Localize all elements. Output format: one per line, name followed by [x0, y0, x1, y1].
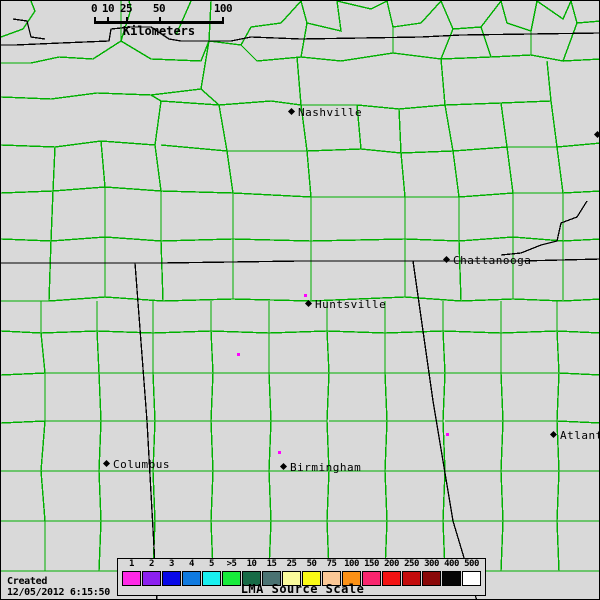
scale-tick-10: 10	[101, 2, 115, 15]
legend-entry-label: 100	[344, 559, 359, 569]
legend-entry-label: 15	[266, 559, 277, 569]
legend-entry-label: 300	[424, 559, 439, 569]
legend-entry[interactable]: 3	[162, 559, 181, 586]
legend-title: LMA Source Scale	[240, 582, 365, 596]
lma-source-scale-legend[interactable]: 1 2 3 4 5 >5 10 15 25 50 75 100 150 200 250 300 400 500 L…	[117, 558, 486, 596]
city-label: Nashville	[298, 106, 363, 119]
legend-entry[interactable]: 10	[242, 559, 261, 586]
scale-tick-0: 0	[90, 2, 98, 15]
legend-entry[interactable]: 400	[442, 559, 461, 586]
legend-entry-label: 5	[209, 559, 214, 569]
legend-entry-label: 500	[464, 559, 479, 569]
legend-color-swatch[interactable]	[342, 571, 361, 586]
legend-entry-label: 4	[189, 559, 194, 569]
legend-entry[interactable]: 5	[202, 559, 221, 586]
legend-entry[interactable]: 50	[302, 559, 321, 586]
lma-source-point	[446, 433, 449, 436]
legend-color-swatch[interactable]	[442, 571, 461, 586]
legend-entry[interactable]: 1	[122, 559, 141, 586]
city-label: Columbus	[113, 458, 170, 471]
legend-color-swatch[interactable]	[122, 571, 141, 586]
legend-color-swatch[interactable]	[282, 571, 301, 586]
scale-bar-tick-labels: 0 10 25 50 100	[89, 2, 233, 17]
lma-source-point	[237, 353, 240, 356]
legend-entry[interactable]: 500	[462, 559, 481, 586]
created-stamp: Created 12/05/2012 6:15:50	[7, 576, 110, 598]
legend-entry[interactable]: 100	[342, 559, 361, 586]
legend-entry-label: 150	[364, 559, 379, 569]
legend-entry-label: 3	[169, 559, 174, 569]
scale-tick-50: 50	[152, 2, 166, 15]
legend-color-swatch[interactable]	[402, 571, 421, 586]
scale-tick-100: 100	[213, 2, 233, 15]
scale-bar-track	[94, 17, 224, 24]
legend-entry[interactable]: 300	[422, 559, 441, 586]
legend-entry[interactable]: 15	[262, 559, 281, 586]
scale-bar: 0 10 25 50 100 Kilometers	[89, 2, 233, 39]
created-label: Created	[7, 576, 48, 587]
city-label: Chattanooga	[453, 254, 532, 267]
legend-entry[interactable]: 200	[382, 559, 401, 586]
legend-entry-label: 75	[326, 559, 337, 569]
legend-entry[interactable]: >5	[222, 559, 241, 586]
legend-entry[interactable]: 25	[282, 559, 301, 586]
legend-color-swatch[interactable]	[322, 571, 341, 586]
city-label: Atlanta	[560, 429, 599, 442]
legend-swatch-row: 1 2 3 4 5 >5 10 15 25 50 75 100 150 200 250 300 400 500	[122, 559, 481, 586]
legend-color-swatch[interactable]	[382, 571, 401, 586]
legend-color-swatch[interactable]	[162, 571, 181, 586]
legend-entry-label: 400	[444, 559, 459, 569]
legend-color-swatch[interactable]	[262, 571, 281, 586]
city-label: Birmingham	[290, 461, 362, 474]
legend-color-swatch[interactable]	[242, 571, 261, 586]
legend-entry-label: 2	[149, 559, 154, 569]
legend-color-swatch[interactable]	[422, 571, 441, 586]
legend-entry-label: 25	[286, 559, 297, 569]
legend-color-swatch[interactable]	[142, 571, 161, 586]
lma-source-point	[278, 451, 281, 454]
lma-source-point	[304, 294, 307, 297]
legend-color-swatch[interactable]	[362, 571, 381, 586]
legend-entry-label: 1	[129, 559, 134, 569]
legend-color-swatch[interactable]	[302, 571, 321, 586]
legend-entry[interactable]: 250	[402, 559, 421, 586]
scale-tick-25: 25	[119, 2, 133, 15]
scale-bar-unit-label: Kilometers	[122, 24, 196, 38]
legend-entry-label: 200	[384, 559, 399, 569]
legend-entry[interactable]: 150	[362, 559, 381, 586]
legend-color-swatch[interactable]	[202, 571, 221, 586]
legend-entry[interactable]: 4	[182, 559, 201, 586]
legend-entry[interactable]: 2	[142, 559, 161, 586]
legend-entry-label: 250	[404, 559, 419, 569]
legend-color-swatch[interactable]	[462, 571, 481, 586]
created-timestamp: 12/05/2012 6:15:50	[7, 587, 110, 598]
legend-entry[interactable]: 75	[322, 559, 341, 586]
city-label: Huntsville	[315, 298, 387, 311]
legend-entry-label: 50	[306, 559, 317, 569]
legend-color-swatch[interactable]	[222, 571, 241, 586]
legend-entry-label: >5	[226, 559, 237, 569]
legend-color-swatch[interactable]	[182, 571, 201, 586]
county-boundaries	[1, 1, 599, 572]
legend-entry-label: 10	[246, 559, 257, 569]
